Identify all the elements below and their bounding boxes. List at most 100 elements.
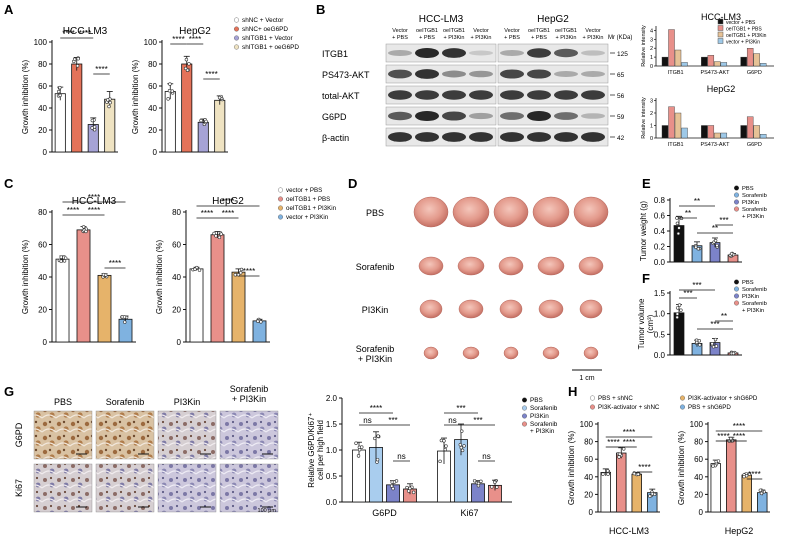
- quant-bar: [720, 132, 728, 139]
- data-point: [375, 457, 380, 462]
- data-point: [618, 452, 622, 456]
- chart-title: HCC-LM3: [72, 196, 117, 207]
- panel-letter-g: G: [4, 384, 14, 399]
- legend-swatch: [680, 404, 686, 410]
- y-tick-label: 20: [694, 490, 703, 499]
- data-point: [166, 97, 170, 101]
- data-point: [675, 216, 679, 220]
- legend: PBS + shNC PI3K-activator + shNC: [590, 395, 660, 411]
- quant-bar: [714, 132, 721, 139]
- data-point: [108, 100, 112, 105]
- legend-swatch: [522, 405, 528, 411]
- y-tick-label: 0: [589, 508, 594, 517]
- significance-label: ***: [692, 281, 701, 290]
- tumor-image: [452, 196, 490, 228]
- y-tick-label: 0.4: [654, 227, 666, 236]
- data-point: [106, 98, 110, 102]
- quant-bar: [740, 125, 747, 139]
- y-tick-label: 1.5: [654, 289, 666, 298]
- panel-letter-a: A: [4, 2, 14, 17]
- blot-band: [500, 132, 524, 142]
- blot-strip: [385, 85, 497, 105]
- blot-row-label: β-actin: [322, 133, 349, 143]
- y-tick-label: 60: [172, 241, 181, 250]
- bar: [55, 258, 70, 343]
- data-point: [493, 480, 497, 484]
- data-point: [462, 444, 466, 448]
- data-point: [373, 436, 377, 441]
- y-tick-label: 0: [650, 136, 653, 142]
- blot-band: [527, 110, 551, 122]
- y-tick-label: 2.0: [326, 394, 338, 403]
- legend-swatch: [734, 192, 740, 198]
- significance-label: ****: [748, 470, 760, 479]
- data-point: [259, 320, 263, 324]
- legend-swatch: [734, 293, 740, 299]
- y-axis-label: Relative intensity: [641, 97, 647, 139]
- bar: [616, 452, 627, 513]
- y-tick-label: 20: [38, 126, 47, 135]
- data-point: [476, 481, 481, 486]
- ihc-image: [95, 463, 155, 513]
- ihc-image: [157, 410, 217, 460]
- tumor-image: [537, 256, 565, 276]
- ihc-column-label: PI3Kin: [174, 397, 201, 407]
- data-point: [490, 485, 494, 489]
- data-point: [713, 337, 718, 342]
- y-tick-label: 80: [584, 438, 593, 447]
- legend-swatch: [734, 199, 740, 205]
- data-point: [62, 259, 67, 263]
- y-tick-label: 80: [694, 438, 703, 447]
- data-point: [710, 342, 714, 346]
- data-point: [58, 85, 62, 90]
- significance-label: ****: [189, 35, 201, 44]
- bar: [252, 320, 267, 343]
- quant-bar: [714, 61, 721, 67]
- blot-band: [469, 90, 493, 100]
- data-point: [405, 485, 409, 490]
- significance-label: **: [712, 224, 718, 233]
- legend-entry: PBS: [742, 186, 754, 192]
- tumor-image: [498, 256, 524, 276]
- tumor-image: [457, 256, 485, 276]
- mw-label: 125: [617, 51, 628, 58]
- data-point: [713, 238, 718, 243]
- legend-entry: PI3K-activator + shNC: [598, 404, 660, 411]
- y-tick-label: 2: [650, 46, 653, 52]
- ihc-image: [33, 463, 93, 513]
- blot-band: [388, 50, 412, 56]
- tumor-image: [538, 299, 564, 319]
- significance-label: **: [694, 197, 700, 206]
- y-tick-label: 80: [148, 60, 157, 69]
- bar: [197, 121, 209, 153]
- y-tick-label: 20: [148, 126, 157, 135]
- quant-bar: [753, 53, 760, 67]
- significance-label: ***: [388, 416, 397, 425]
- blot-band: [581, 113, 605, 119]
- ihc-column-label: PBS: [54, 397, 72, 407]
- legend-swatch: [233, 17, 239, 23]
- y-tick-label: 0.5: [326, 472, 338, 481]
- data-point: [460, 448, 465, 453]
- y-tick-label: 80: [38, 60, 47, 69]
- tumor-image: [542, 346, 560, 360]
- data-point: [622, 447, 626, 451]
- significance-label: ***: [456, 404, 465, 413]
- blot-band: [415, 69, 439, 79]
- legend-entry: oeITGB1 + PBS: [726, 27, 762, 33]
- data-point: [59, 259, 63, 263]
- y-axis-label: Growth inhibition (%): [677, 431, 686, 506]
- data-point: [759, 491, 764, 496]
- data-point: [217, 95, 222, 100]
- blot-band: [500, 112, 524, 120]
- western-blot: HCC-LM3 HepG2 Vector + PBS oeITGB1 + PBS oeITG…: [322, 14, 632, 147]
- blot-band: [581, 71, 605, 77]
- data-point: [458, 443, 462, 447]
- y-axis-label: Growth inhibition (%): [155, 240, 164, 315]
- data-point: [442, 439, 446, 443]
